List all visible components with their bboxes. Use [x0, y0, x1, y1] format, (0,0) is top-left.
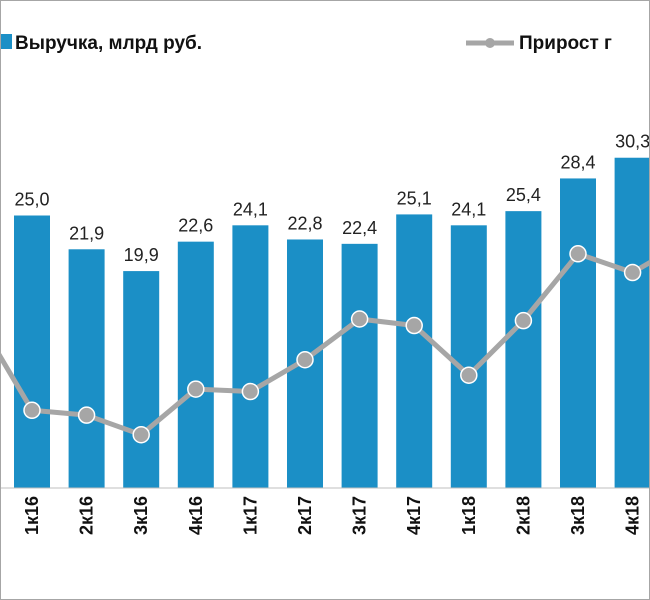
bar-label-3к18: 28,4 [560, 152, 595, 172]
growth-point-1к17 [241, 382, 260, 401]
bar-2к16 [68, 249, 105, 488]
x-tick-2к17: 2к17 [295, 496, 315, 535]
x-tick-1к17: 1к17 [240, 496, 260, 535]
bar-label-3к16: 19,9 [124, 245, 159, 265]
growth-line [1, 251, 649, 438]
x-axis-ticks: 1к16 2к16 3к16 4к16 1к17 2к17 3к17 4к17 1к18 2к18… [22, 496, 643, 535]
bar-2к18 [505, 211, 542, 488]
bar-1к16 [14, 215, 50, 488]
growth-point-4к17 [405, 316, 423, 335]
x-tick-4к18: 4к18 [623, 496, 643, 535]
bar-3к16 [123, 271, 160, 488]
growth-point-4к16 [187, 380, 205, 398]
bar-3к18 [560, 178, 596, 488]
bar-label-4к18: 30,3 [615, 132, 649, 152]
x-tick-4к16: 4к16 [186, 496, 206, 535]
growth-point-2к18 [514, 311, 533, 330]
legend: Выручка, млрд руб. Прирост г [1, 33, 612, 54]
bar-label-1к16: 25,0 [14, 190, 49, 210]
x-tick-3к18: 3к18 [568, 496, 588, 535]
bar-label-2к16: 21,9 [69, 223, 104, 243]
x-tick-4к17: 4к17 [404, 496, 424, 535]
bar-4к16 [177, 241, 214, 488]
x-tick-1к16: 1к16 [22, 496, 42, 535]
x-tick-2к18: 2к18 [513, 496, 533, 535]
bar-label-3к17: 22,4 [342, 218, 377, 238]
x-tick-3к16: 3к16 [131, 496, 151, 535]
bar-label-2к17: 22,8 [287, 213, 322, 233]
growth-point-2к17 [296, 351, 314, 369]
growth-point-4к18 [623, 263, 642, 282]
bar-3к17 [341, 243, 378, 488]
growth-point-1к16 [23, 401, 41, 420]
bar-1к17 [232, 225, 269, 488]
bar-series [14, 157, 649, 489]
legend-marker-growth [485, 38, 495, 48]
bar-label-2к18: 25,4 [506, 185, 541, 205]
bar-label-1к17: 24,1 [233, 199, 268, 219]
bar-label-4к16: 22,6 [178, 216, 213, 236]
line-series [1, 245, 649, 444]
growth-point-3к18 [569, 245, 587, 263]
legend-swatch-revenue [1, 34, 12, 49]
legend-label-growth: Прирост г [519, 33, 612, 54]
bar-label-4к17: 25,1 [397, 188, 432, 208]
growth-point-1к18 [460, 366, 478, 384]
bar-label-1к18: 24,1 [451, 199, 486, 219]
x-tick-3к17: 3к17 [350, 496, 370, 535]
legend-label-revenue: Выручка, млрд руб. [15, 33, 202, 54]
bar-labels: 25,0 21,9 19,9 22,6 24,1 22,8 22,4 25,1 24,1 25,4… [14, 132, 649, 265]
bar-1к18 [450, 225, 487, 488]
x-tick-2к16: 2к16 [77, 496, 97, 535]
bar-4к18 [614, 157, 649, 489]
bar-4к17 [396, 214, 433, 488]
growth-point-3к16 [132, 425, 150, 444]
growth-point-2к16 [77, 406, 96, 424]
growth-point-3к17 [350, 310, 369, 328]
x-tick-1к18: 1к18 [459, 496, 479, 535]
